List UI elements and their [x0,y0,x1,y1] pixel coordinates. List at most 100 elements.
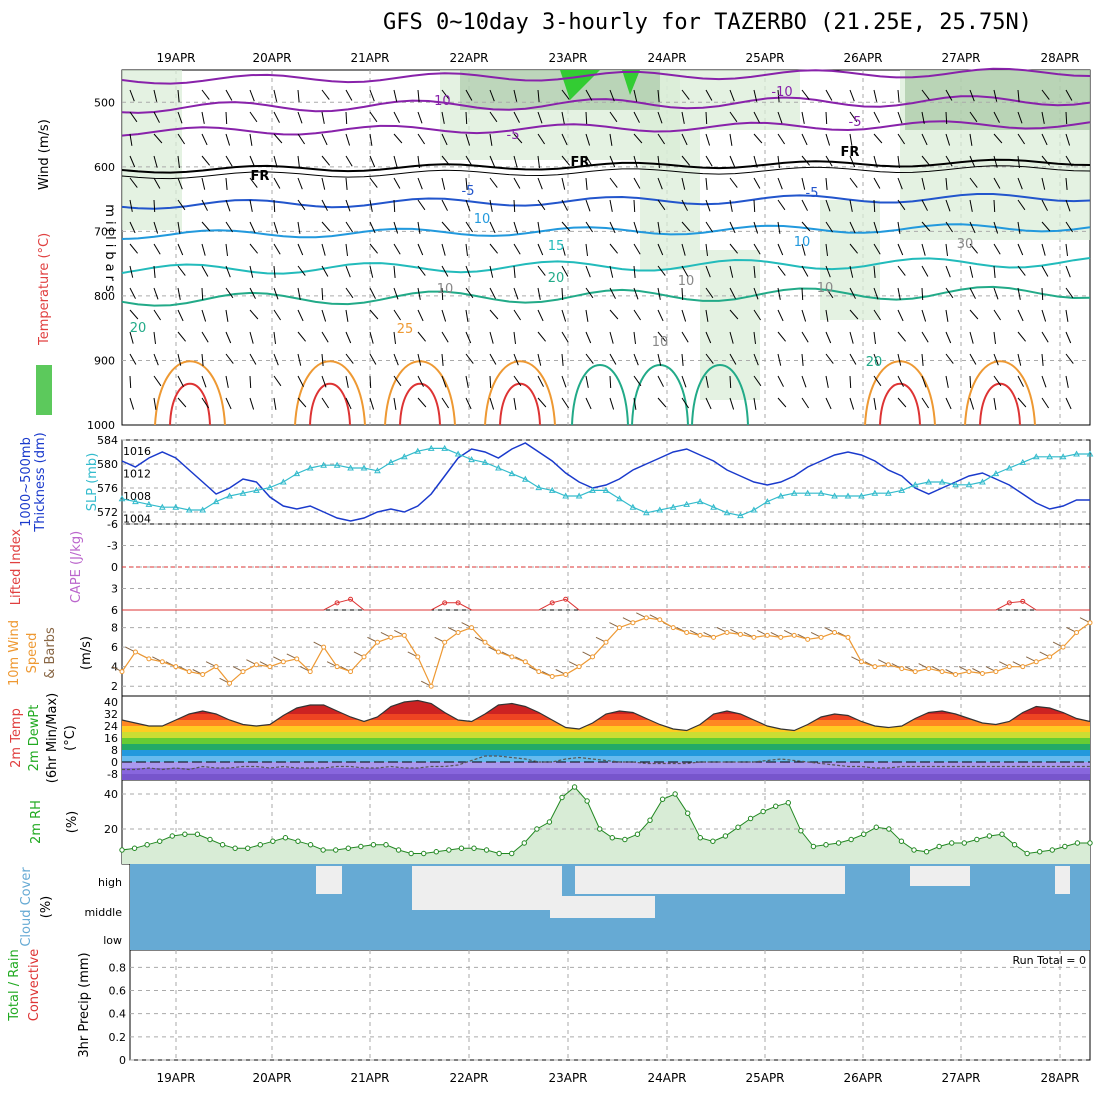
wind-barb [873,89,878,102]
wind-barb [465,155,473,167]
wind-barb [561,177,566,190]
wind-barb [201,353,204,366]
wind-barb [609,155,616,168]
date-label-bottom: 24APR [647,1071,686,1085]
wind-barb [561,111,565,124]
slp-marker [750,506,758,513]
rh2m-marker [320,847,326,853]
wind-barb [153,221,159,234]
wind-barb [369,89,375,102]
wind-barb [753,111,760,123]
wind-barb [681,221,691,232]
wind-barb [321,265,329,277]
slp-marker [1086,450,1094,457]
wind-barb [609,199,613,212]
date-label-bottom: 20APR [252,1071,291,1085]
rh2m-marker [345,845,351,851]
rh2m-area [122,787,1090,864]
y-tick-wind: 8 [111,622,118,635]
slp-marker [683,500,691,507]
wind-barb [273,221,279,234]
wind-barb [369,375,372,389]
slp-marker [589,486,596,493]
rh2m-marker [421,850,427,857]
wind10m-marker [684,629,690,635]
wind-barb [585,89,593,101]
slp-marker [279,478,287,485]
wind-barb [777,221,781,234]
wind-barb [633,287,639,300]
slp-marker [1059,453,1067,460]
y-tick-li: -3 [107,540,118,553]
wind-barb [969,133,973,146]
wind-barb [489,397,495,410]
wind-barb [801,221,811,232]
wind-barb [849,287,856,299]
wind10m-marker [536,669,542,675]
slp-marker [804,489,812,496]
wind-barb [633,265,636,278]
cloud-label-1: Cloud Cover [19,867,34,947]
temp-contour-cool [571,364,629,426]
wind-barb [681,243,686,256]
wind-barb [585,111,588,125]
wind-barb [993,353,999,366]
slp-marker [898,486,906,493]
wind-barb [729,331,734,344]
y-tick-pressure: 500 [94,96,115,109]
wind-barb [561,309,567,322]
contour-label-temp: -10 [771,85,792,100]
rh2m-marker [986,833,993,839]
wind-barb [585,309,589,322]
wind-barb [177,133,186,145]
y-tick-slp: 1012 [123,468,151,481]
wind-barb [729,265,734,278]
rh2m-marker [534,826,540,832]
wind-barb [825,155,833,167]
slp-marker [817,489,825,496]
wind10m-marker [832,629,838,635]
cloud-gap [412,896,562,910]
wind10m-marker [388,634,394,640]
rh2m-marker [232,845,238,851]
date-label-bottom: 27APR [941,1071,980,1085]
slp-marker [212,498,220,505]
wind-barb [153,265,156,278]
date-label-bottom: 21APR [350,1071,389,1085]
wind-barb [417,287,421,300]
temp2m-label-0: 2m Temp [9,708,24,768]
wind-barb [201,111,205,124]
wind-barb [153,177,161,189]
wind-barb [585,331,592,344]
wind10m-label-3: & Barbs [43,627,58,679]
wind-barb [1041,221,1051,232]
wind-barb [177,155,180,168]
wind-barb [417,353,422,366]
contour-label-temp: 20 [866,355,883,370]
wind-barb [609,133,613,146]
rh2m-marker [659,796,666,802]
wind-barb [657,177,663,190]
wind-barb [993,111,1000,123]
wind-barb [897,375,904,387]
wind-barb [561,353,564,366]
wind-barb [681,89,690,100]
wind-barb [753,243,761,255]
wind-barb [873,177,881,189]
slp-marker [333,461,341,468]
wind-barb [297,353,302,366]
wind-barb [729,375,732,389]
wind-barb [417,375,424,387]
wind-barb [1017,331,1026,342]
wind-barb [849,243,858,254]
slp-marker [253,486,260,493]
wind-barb [177,265,186,276]
wind-barb [153,353,159,366]
wind-barb [345,111,348,125]
wind-barb [657,111,663,124]
temp-contour-warm [964,360,1036,426]
contour-label-temp: 25 [397,322,414,337]
temp-band [122,774,1090,780]
slp-marker [884,489,892,496]
contour-label-temp: 10 [817,281,834,296]
